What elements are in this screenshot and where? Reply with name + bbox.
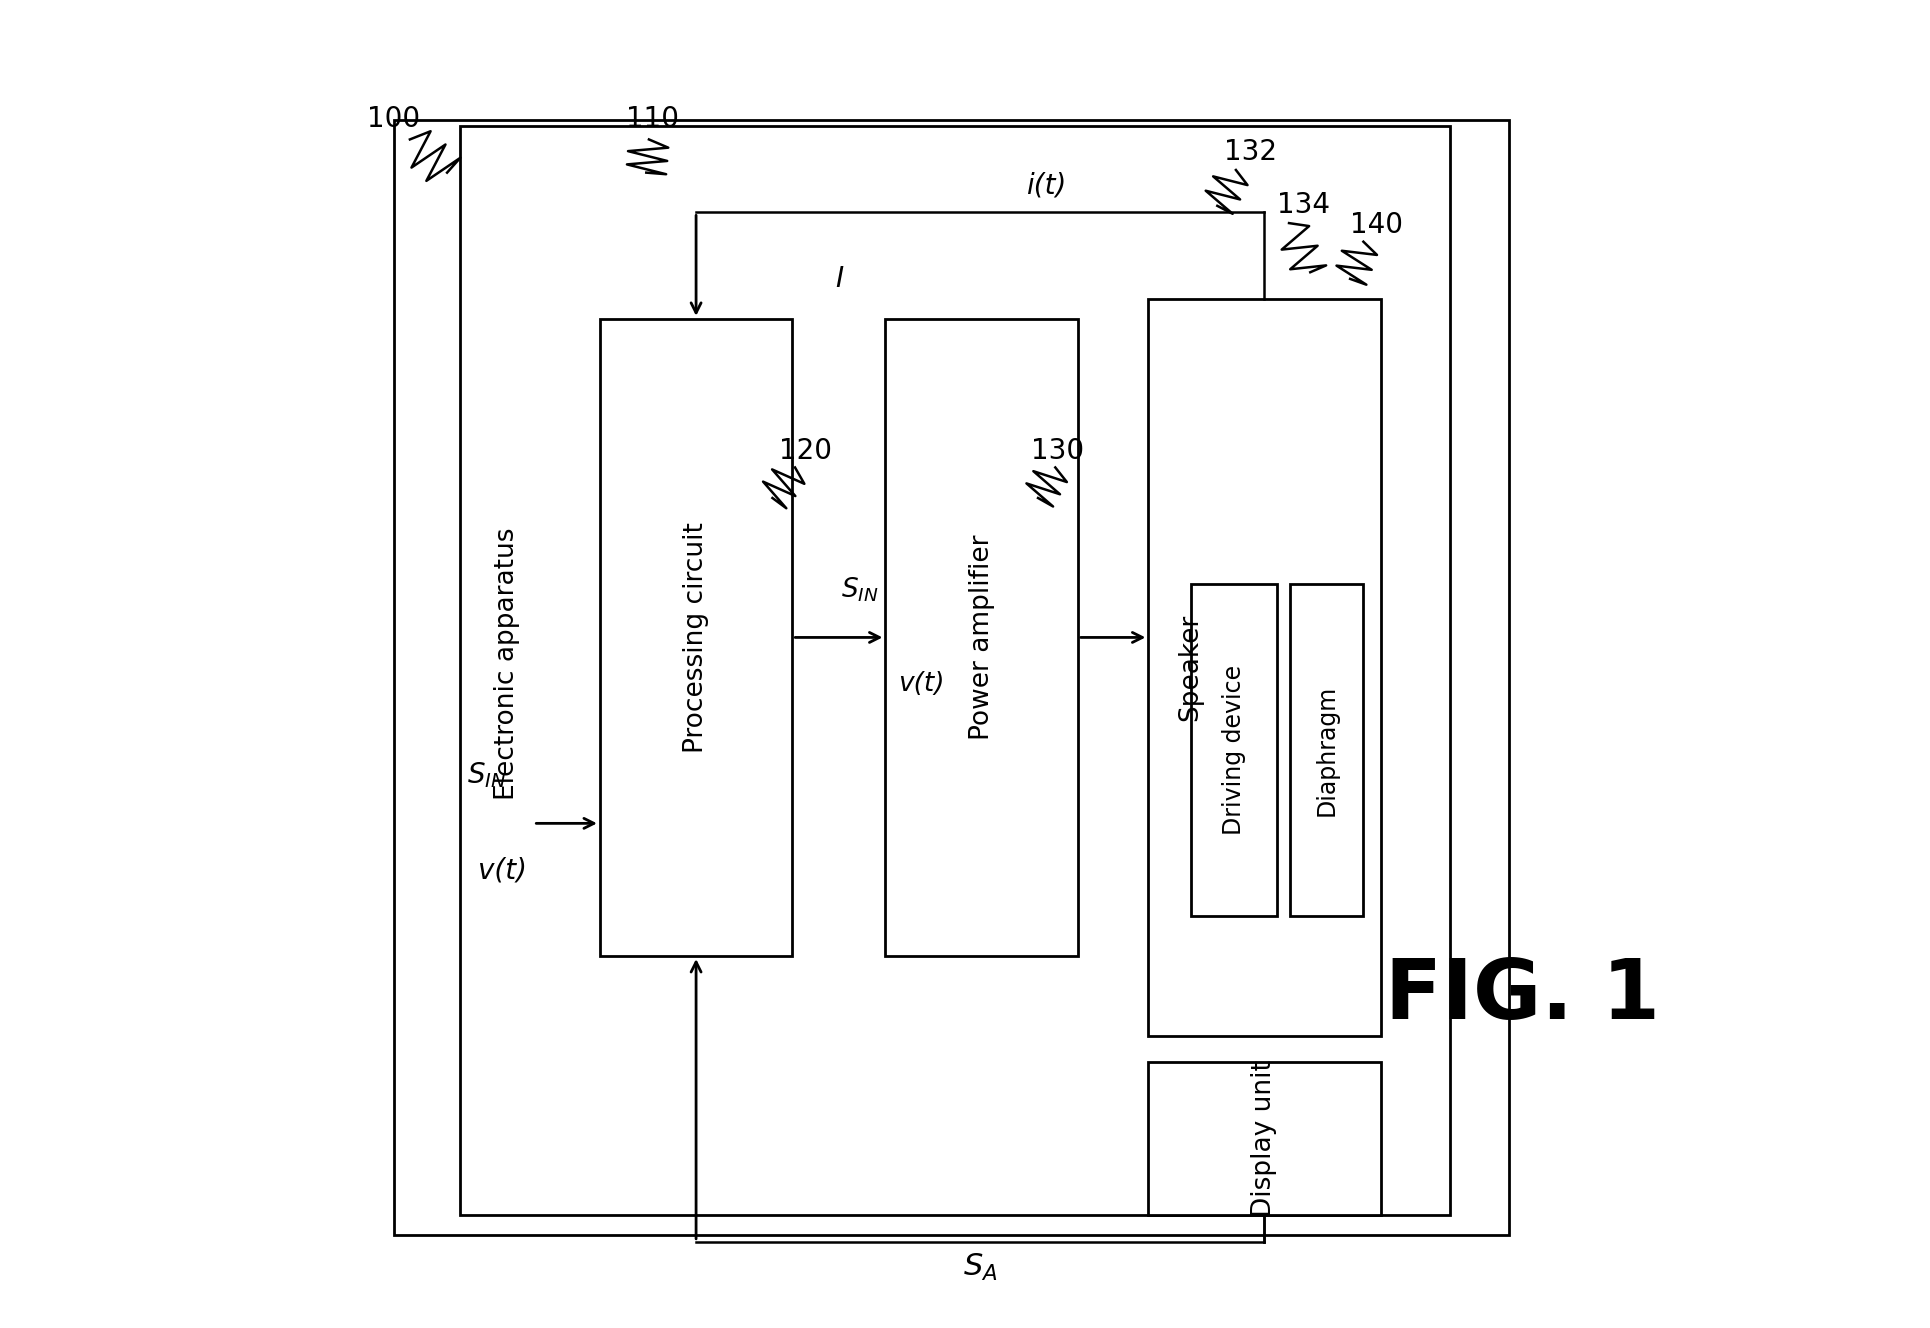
FancyBboxPatch shape <box>1148 299 1380 1036</box>
Text: $S_{IN}$: $S_{IN}$ <box>467 761 508 790</box>
Text: v(t): v(t) <box>899 671 946 697</box>
Text: Speaker: Speaker <box>1177 614 1202 721</box>
Text: 130: 130 <box>1031 437 1085 465</box>
Text: FIG. 1: FIG. 1 <box>1386 956 1660 1036</box>
Text: 100: 100 <box>367 105 421 133</box>
Text: 132: 132 <box>1224 138 1278 166</box>
Text: Electronic apparatus: Electronic apparatus <box>494 527 519 801</box>
FancyBboxPatch shape <box>600 319 793 956</box>
Text: 140: 140 <box>1351 211 1403 239</box>
FancyBboxPatch shape <box>1291 584 1363 916</box>
Text: $S_{IN}$: $S_{IN}$ <box>841 576 878 604</box>
FancyBboxPatch shape <box>1148 1062 1380 1215</box>
Text: Diaphragm: Diaphragm <box>1314 685 1339 815</box>
FancyBboxPatch shape <box>886 319 1077 956</box>
Text: 134: 134 <box>1278 191 1330 219</box>
Text: i(t): i(t) <box>1027 171 1067 199</box>
FancyBboxPatch shape <box>1191 584 1278 916</box>
Text: Power amplifier: Power amplifier <box>969 535 994 740</box>
FancyBboxPatch shape <box>461 126 1449 1215</box>
Text: $S_A$: $S_A$ <box>963 1252 998 1283</box>
Text: v(t): v(t) <box>479 857 527 884</box>
Text: 110: 110 <box>627 105 679 133</box>
Text: Processing circuit: Processing circuit <box>683 522 708 753</box>
Text: Driving device: Driving device <box>1222 665 1247 835</box>
Text: Display unit: Display unit <box>1251 1060 1278 1218</box>
Text: I: I <box>836 264 843 293</box>
Text: 120: 120 <box>780 437 832 465</box>
FancyBboxPatch shape <box>394 120 1509 1235</box>
